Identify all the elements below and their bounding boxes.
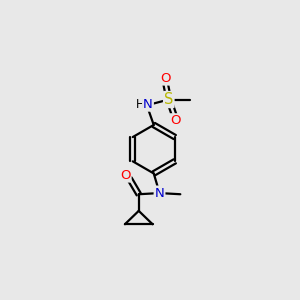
Text: H: H [136, 98, 144, 111]
Text: O: O [170, 114, 181, 127]
Text: N: N [155, 187, 164, 200]
Text: N: N [143, 98, 153, 111]
Text: O: O [120, 169, 130, 182]
Text: O: O [160, 71, 171, 85]
Text: S: S [164, 92, 173, 107]
